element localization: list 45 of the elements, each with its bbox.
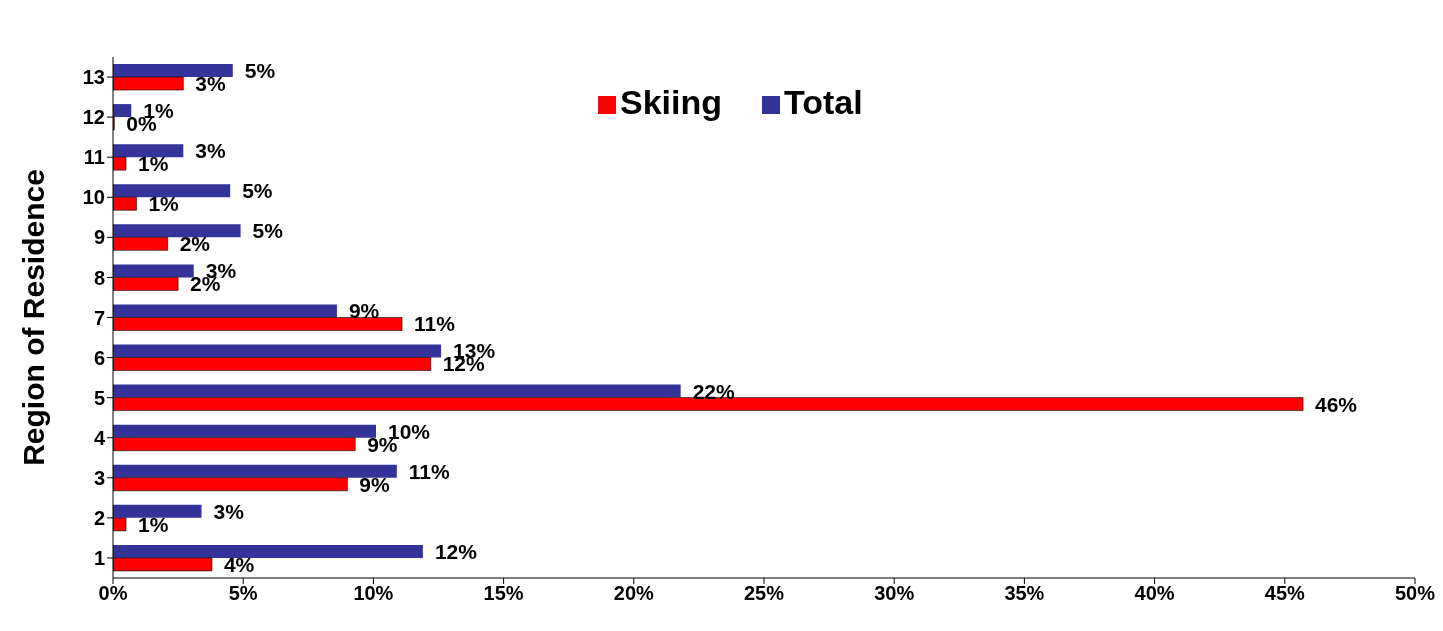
data-label: 1% <box>138 152 169 176</box>
x-tick-label: 25% <box>743 582 785 605</box>
data-label: 5% <box>252 219 284 243</box>
data-label: 11% <box>414 312 456 336</box>
y-tick-label: 11 <box>83 146 105 169</box>
x-tick-label: 30% <box>874 582 915 605</box>
y-tick-label: 2 <box>93 506 105 529</box>
data-label: 1% <box>148 192 180 216</box>
y-tick-label: 13 <box>82 66 105 89</box>
data-label: 11% <box>408 459 451 483</box>
x-tick-label: 0% <box>98 582 128 605</box>
data-label: 12% <box>434 539 478 563</box>
data-label: 4% <box>223 552 255 576</box>
x-tick-label: 10% <box>353 582 394 605</box>
data-label: 9% <box>348 299 380 323</box>
data-label: 9% <box>359 472 391 496</box>
data-label: 3% <box>213 499 245 523</box>
x-tick-label: 40% <box>1134 582 1175 605</box>
y-tick-label: 4 <box>93 426 106 449</box>
y-tick-label: 1 <box>93 547 105 570</box>
data-label: 46% <box>1315 392 1358 416</box>
x-tick-label: 5% <box>228 582 258 605</box>
y-tick-label: 5 <box>93 386 105 409</box>
data-label: 5% <box>242 179 273 203</box>
data-label: 22% <box>692 379 736 403</box>
data-label: 5% <box>244 58 276 82</box>
y-tick-label: 6 <box>93 346 105 369</box>
data-label: 3% <box>195 71 226 95</box>
legend-label: Total <box>784 83 863 121</box>
legend-label: Skiing <box>620 83 723 121</box>
data-label: 3% <box>195 139 226 163</box>
y-axis-title: Region of Residence <box>16 169 50 466</box>
x-tick-label: 15% <box>483 582 524 605</box>
y-tick-label: 10 <box>82 186 105 209</box>
x-tick-label: 45% <box>1264 582 1306 605</box>
y-tick-label: 12 <box>82 106 105 129</box>
y-tick-label: 7 <box>93 306 105 329</box>
y-tick-label: 9 <box>93 226 105 249</box>
data-label: 2% <box>179 232 211 256</box>
x-tick-label: 50% <box>1394 582 1436 605</box>
y-tick-label: 3 <box>93 466 105 489</box>
x-tick-label: 20% <box>613 582 655 605</box>
x-tick-label: 35% <box>1004 582 1045 605</box>
data-label: 1% <box>138 512 169 536</box>
y-tick-label: 8 <box>93 266 105 289</box>
